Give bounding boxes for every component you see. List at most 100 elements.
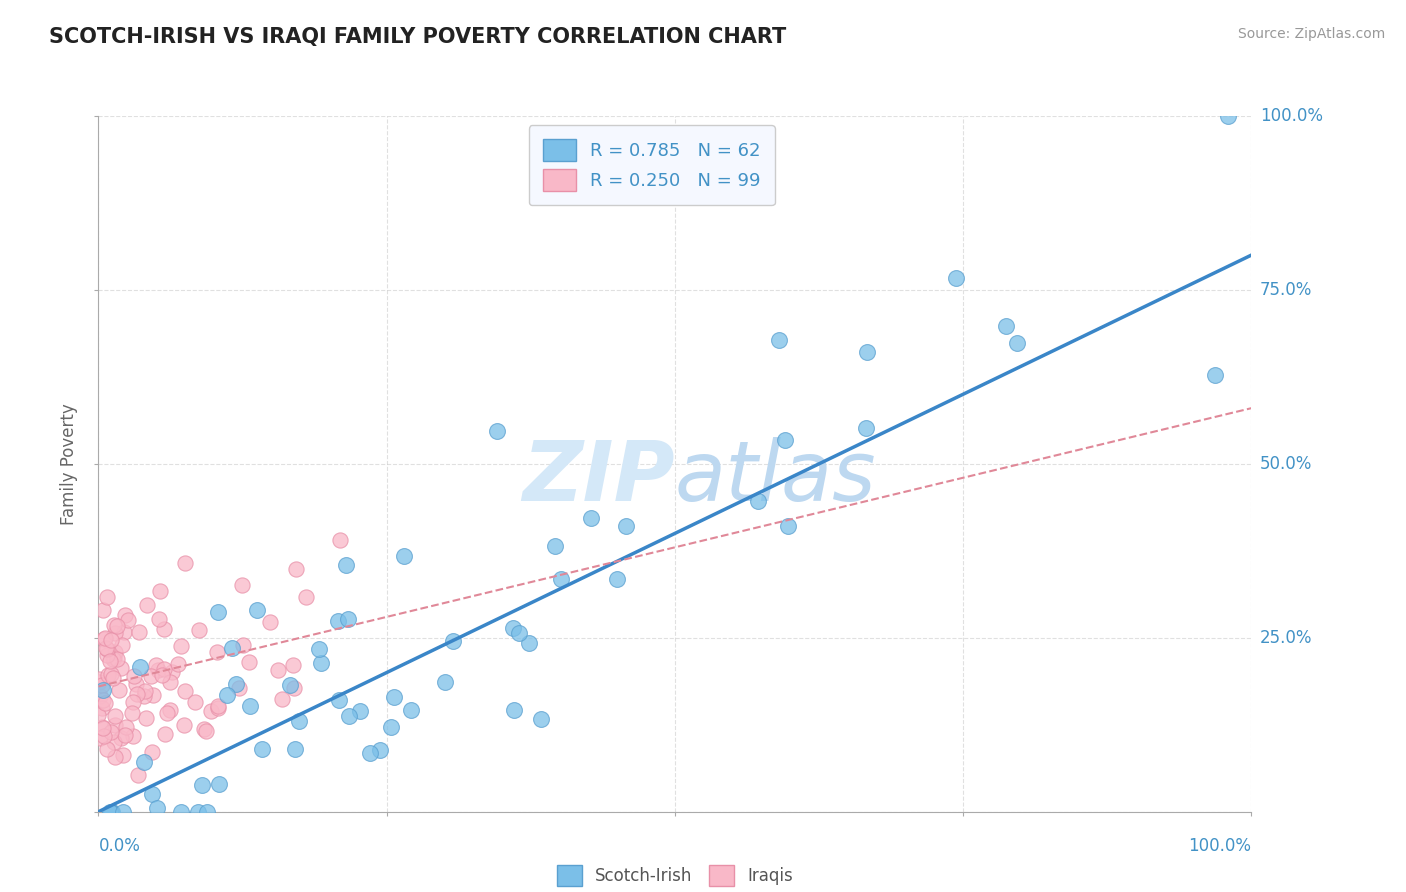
Point (114, 729, 136, 743)
Point (1005, 336, 1028, 351)
Point (187, 623, 209, 637)
Point (135, 599, 157, 613)
Point (103, 651, 125, 665)
Point (1218, 109, 1240, 123)
Point (110, 731, 132, 745)
Point (337, 708, 360, 723)
Point (207, 701, 229, 715)
Point (778, 519, 800, 533)
Point (89, 689, 111, 703)
Point (93, 632, 115, 647)
Point (200, 704, 222, 718)
Point (103, 709, 125, 723)
Point (97, 667, 120, 681)
Point (294, 590, 316, 604)
Point (399, 703, 422, 717)
Point (112, 748, 135, 763)
Point (105, 652, 128, 666)
Point (329, 533, 352, 548)
Point (146, 801, 169, 815)
Point (156, 706, 179, 720)
Point (110, 661, 132, 675)
Point (115, 720, 138, 734)
Point (100, 633, 122, 648)
Text: 25.0%: 25.0% (1260, 629, 1312, 647)
Point (121, 706, 143, 721)
Point (238, 655, 260, 669)
Point (155, 727, 177, 741)
Point (328, 614, 350, 628)
Point (127, 767, 149, 781)
Point (544, 539, 567, 553)
Point (122, 730, 145, 744)
Point (96, 642, 118, 657)
Point (91, 678, 114, 692)
Point (112, 625, 135, 640)
Point (392, 549, 415, 563)
Point (149, 584, 172, 599)
Point (614, 518, 637, 533)
Point (228, 681, 250, 696)
Text: SCOTCH-IRISH VS IRAQI FAMILY POVERTY CORRELATION CHART: SCOTCH-IRISH VS IRAQI FAMILY POVERTY COR… (49, 27, 786, 46)
Point (768, 333, 790, 347)
Point (441, 634, 464, 648)
Point (205, 645, 228, 659)
Point (284, 561, 307, 575)
Point (225, 677, 247, 691)
Point (153, 662, 176, 676)
Point (855, 421, 877, 435)
Point (122, 694, 145, 708)
Point (283, 681, 305, 695)
Point (139, 669, 162, 683)
Point (239, 698, 262, 713)
Point (89, 731, 111, 746)
Point (503, 702, 526, 716)
Point (159, 675, 181, 690)
Point (267, 663, 290, 677)
Point (606, 572, 628, 586)
Point (153, 622, 176, 636)
Point (132, 755, 155, 769)
Point (111, 638, 134, 652)
Point (281, 657, 304, 672)
Point (90, 720, 112, 734)
Point (101, 652, 124, 666)
Text: 75.0%: 75.0% (1260, 281, 1312, 299)
Point (141, 787, 163, 801)
Point (134, 690, 156, 704)
Point (232, 639, 254, 653)
Point (141, 745, 163, 759)
Point (579, 511, 602, 525)
Point (252, 742, 274, 756)
Point (128, 625, 150, 640)
Point (134, 684, 156, 698)
Point (150, 668, 173, 682)
Text: ZIP: ZIP (522, 437, 675, 518)
Point (108, 682, 131, 697)
Point (193, 723, 215, 737)
Point (368, 743, 391, 757)
Text: Source: ZipAtlas.com: Source: ZipAtlas.com (1237, 27, 1385, 41)
Point (486, 424, 509, 438)
Point (148, 612, 170, 626)
Point (215, 688, 238, 702)
Point (105, 619, 128, 633)
Point (170, 639, 193, 653)
Point (103, 618, 125, 632)
Point (207, 699, 229, 714)
Point (93, 729, 115, 743)
Point (335, 558, 357, 572)
Point (308, 641, 330, 656)
Point (1204, 368, 1226, 383)
Point (502, 621, 524, 635)
Point (856, 345, 879, 359)
Legend: Scotch-Irish, Iraqis: Scotch-Irish, Iraqis (548, 857, 801, 892)
Point (434, 675, 457, 690)
Point (221, 640, 243, 655)
Point (160, 665, 183, 680)
Point (173, 718, 195, 732)
Point (517, 636, 540, 650)
Point (349, 704, 371, 718)
Point (284, 741, 307, 756)
Point (104, 645, 127, 659)
